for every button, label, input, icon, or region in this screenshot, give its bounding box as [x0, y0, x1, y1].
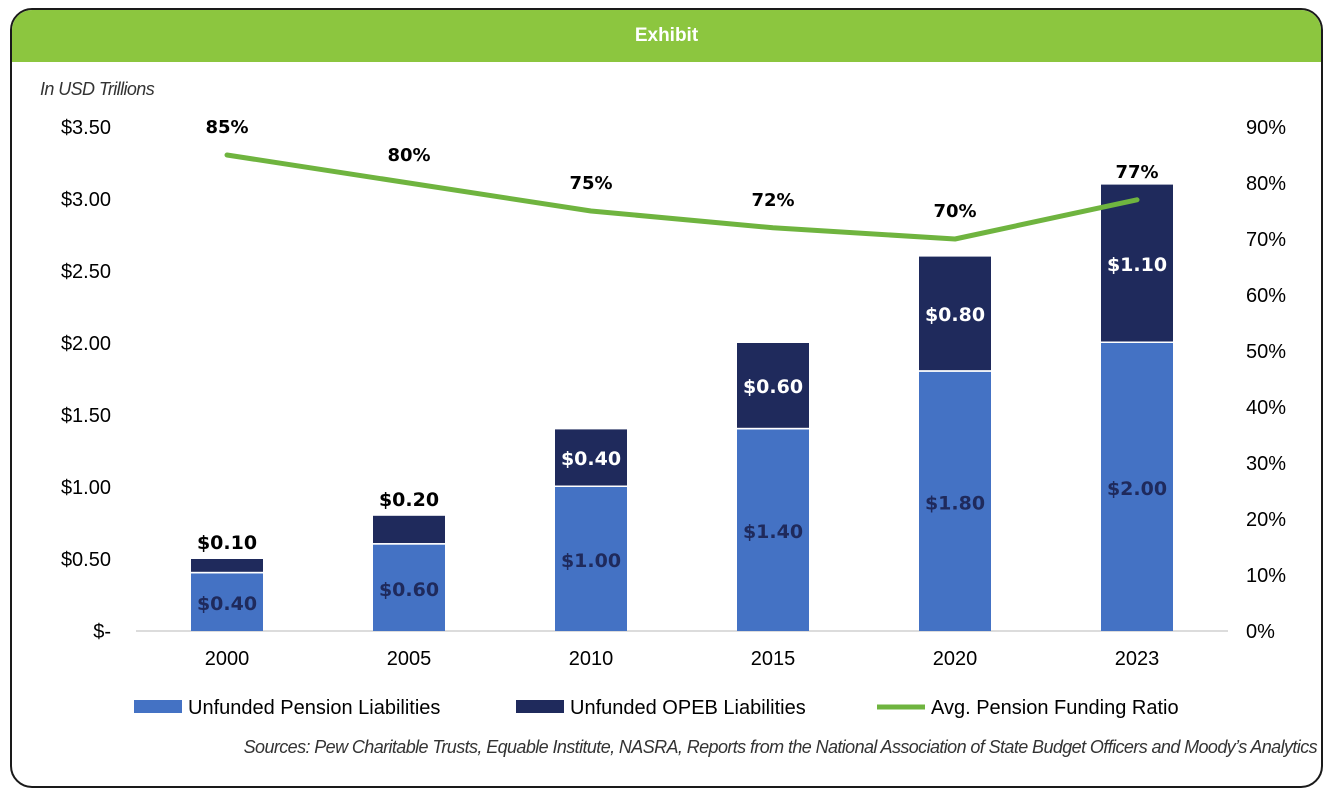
bar-opeb-label: $0.60	[743, 376, 803, 398]
bar-pension-label: $1.80	[925, 492, 985, 514]
y-left-tick-label: $2.50	[61, 261, 111, 283]
bar-opeb	[191, 559, 263, 572]
funding-ratio-label: 80%	[387, 145, 430, 166]
bar-pension-label: $0.40	[197, 593, 257, 615]
y-right-tick-label: 10%	[1246, 565, 1286, 587]
exhibit-banner: Exhibit	[12, 10, 1321, 62]
y-right-tick-label: 30%	[1246, 453, 1286, 475]
funding-ratio-label: 77%	[1115, 162, 1158, 183]
bar-opeb	[373, 515, 445, 544]
bar-pension	[555, 487, 627, 631]
bar-pension	[191, 573, 263, 631]
legend-swatch-pension	[134, 700, 182, 713]
x-tick-label: 2010	[569, 648, 614, 670]
y-left-tick-label: $3.50	[61, 117, 111, 139]
y-right-tick-label: 60%	[1246, 285, 1286, 307]
x-tick-label: 2005	[387, 648, 432, 670]
unit-note: In USD Trillions	[40, 79, 155, 99]
bar-pension-label: $1.40	[743, 521, 803, 543]
bar-opeb-label: $0.40	[561, 448, 621, 470]
y-left-tick-label: $1.00	[61, 477, 111, 499]
bar-opeb	[1101, 184, 1173, 342]
bar-opeb-label: $0.10	[197, 532, 257, 554]
y-right-tick-label: 70%	[1246, 229, 1286, 251]
bar-opeb-label: $1.10	[1107, 254, 1167, 276]
legend-label-pension: Unfunded Pension Liabilities	[188, 697, 440, 719]
legend-swatch-opeb	[516, 700, 564, 713]
y-right-tick-label: 0%	[1246, 621, 1275, 643]
y-left-tick-label: $3.00	[61, 189, 111, 211]
funding-ratio-label: 72%	[751, 190, 794, 211]
y-right-tick-label: 20%	[1246, 509, 1286, 531]
funding-ratio-label: 85%	[205, 117, 248, 138]
funding-ratio-label: 75%	[569, 173, 612, 194]
bar-opeb-label: $0.80	[925, 304, 985, 326]
x-tick-label: 2020	[933, 648, 978, 670]
bar-opeb-label: $0.20	[379, 489, 439, 511]
bar-pension-label: $1.00	[561, 550, 621, 572]
y-right-tick-label: 40%	[1246, 397, 1286, 419]
bar-pension-label: $2.00	[1107, 478, 1167, 500]
funding-ratio-label: 70%	[933, 201, 976, 222]
bar-pension	[737, 429, 809, 631]
y-left-tick-label: $1.50	[61, 405, 111, 427]
y-left-tick-label: $-	[93, 621, 111, 643]
x-tick-label: 2023	[1115, 648, 1160, 670]
bar-opeb	[737, 343, 809, 428]
x-tick-label: 2015	[751, 648, 796, 670]
y-right-tick-label: 50%	[1246, 341, 1286, 363]
y-left-tick-label: $2.00	[61, 333, 111, 355]
legend-label-ratio: Avg. Pension Funding Ratio	[931, 697, 1179, 719]
bar-pension-label: $0.60	[379, 579, 439, 601]
bar-pension	[373, 544, 445, 631]
y-right-tick-label: 90%	[1246, 117, 1286, 139]
x-tick-label: 2000	[205, 648, 250, 670]
bar-opeb	[919, 256, 991, 371]
bar-opeb	[555, 429, 627, 486]
funding-ratio-line	[224, 152, 1140, 242]
source-note: Sources: Pew Charitable Trusts, Equable …	[243, 737, 1318, 757]
bar-pension	[1101, 343, 1173, 631]
y-right-tick-label: 80%	[1246, 173, 1286, 195]
y-left-tick-label: $0.50	[61, 549, 111, 571]
bar-pension	[919, 371, 991, 631]
legend-label-opeb: Unfunded OPEB Liabilities	[570, 697, 806, 719]
